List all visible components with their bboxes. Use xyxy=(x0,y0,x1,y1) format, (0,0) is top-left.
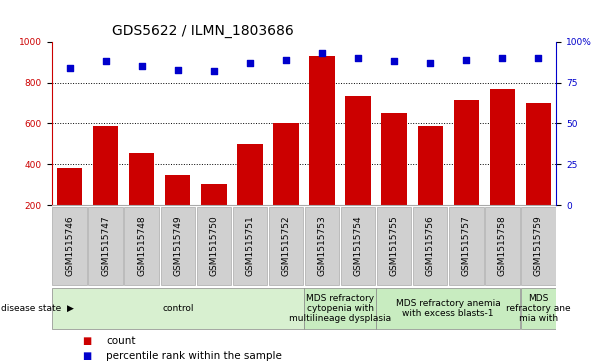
Point xyxy=(533,55,543,61)
Point xyxy=(389,58,399,64)
Bar xyxy=(129,153,154,205)
Bar xyxy=(454,100,479,205)
Text: ■: ■ xyxy=(82,351,91,361)
Point xyxy=(497,55,507,61)
FancyBboxPatch shape xyxy=(161,207,195,285)
FancyBboxPatch shape xyxy=(340,207,375,285)
FancyBboxPatch shape xyxy=(233,207,268,285)
FancyBboxPatch shape xyxy=(413,207,447,285)
Point xyxy=(173,67,183,73)
Bar xyxy=(345,96,371,205)
Bar xyxy=(93,126,119,205)
Text: GSM1515758: GSM1515758 xyxy=(498,216,506,276)
FancyBboxPatch shape xyxy=(485,207,520,285)
Text: GSM1515749: GSM1515749 xyxy=(173,216,182,276)
FancyBboxPatch shape xyxy=(520,287,556,330)
Point xyxy=(101,58,111,64)
Point xyxy=(317,50,327,56)
Bar xyxy=(309,56,334,205)
Bar xyxy=(237,144,263,205)
Bar xyxy=(165,175,190,205)
Text: control: control xyxy=(162,304,193,313)
Bar xyxy=(57,168,82,205)
FancyBboxPatch shape xyxy=(269,207,303,285)
Point xyxy=(353,55,363,61)
Point xyxy=(281,57,291,62)
Text: MDS
refractory ane
mia with: MDS refractory ane mia with xyxy=(506,294,571,323)
Text: GSM1515750: GSM1515750 xyxy=(209,216,218,276)
Text: GSM1515746: GSM1515746 xyxy=(65,216,74,276)
Text: GSM1515755: GSM1515755 xyxy=(390,216,399,276)
FancyBboxPatch shape xyxy=(305,287,376,330)
FancyBboxPatch shape xyxy=(377,207,412,285)
Text: GSM1515754: GSM1515754 xyxy=(354,216,362,276)
Bar xyxy=(526,103,551,205)
Point xyxy=(137,63,147,69)
Text: GSM1515757: GSM1515757 xyxy=(461,216,471,276)
Text: GDS5622 / ILMN_1803686: GDS5622 / ILMN_1803686 xyxy=(112,24,294,38)
FancyBboxPatch shape xyxy=(125,207,159,285)
FancyBboxPatch shape xyxy=(52,287,303,330)
FancyBboxPatch shape xyxy=(88,207,123,285)
Point xyxy=(65,65,75,71)
Text: GSM1515759: GSM1515759 xyxy=(534,216,543,276)
Point xyxy=(209,68,219,74)
FancyBboxPatch shape xyxy=(521,207,556,285)
Text: ■: ■ xyxy=(82,336,91,346)
Text: GSM1515748: GSM1515748 xyxy=(137,216,147,276)
Text: percentile rank within the sample: percentile rank within the sample xyxy=(106,351,282,361)
Text: GSM1515752: GSM1515752 xyxy=(282,216,291,276)
FancyBboxPatch shape xyxy=(52,207,87,285)
Text: GSM1515751: GSM1515751 xyxy=(246,216,254,276)
Text: GSM1515756: GSM1515756 xyxy=(426,216,435,276)
Text: GSM1515753: GSM1515753 xyxy=(317,216,326,276)
Bar xyxy=(274,123,299,205)
Text: disease state  ▶: disease state ▶ xyxy=(1,304,74,313)
Text: GSM1515747: GSM1515747 xyxy=(102,216,110,276)
Bar xyxy=(418,126,443,205)
Point xyxy=(426,60,435,66)
Bar xyxy=(489,89,515,205)
Text: MDS refractory
cytopenia with
multilineage dysplasia: MDS refractory cytopenia with multilinea… xyxy=(289,294,391,323)
Text: count: count xyxy=(106,336,136,346)
FancyBboxPatch shape xyxy=(449,207,483,285)
Text: MDS refractory anemia
with excess blasts-1: MDS refractory anemia with excess blasts… xyxy=(396,299,500,318)
Bar xyxy=(381,113,407,205)
Bar xyxy=(201,184,227,205)
FancyBboxPatch shape xyxy=(305,207,339,285)
FancyBboxPatch shape xyxy=(376,287,520,330)
Point xyxy=(245,60,255,66)
FancyBboxPatch shape xyxy=(196,207,231,285)
Point xyxy=(461,57,471,62)
